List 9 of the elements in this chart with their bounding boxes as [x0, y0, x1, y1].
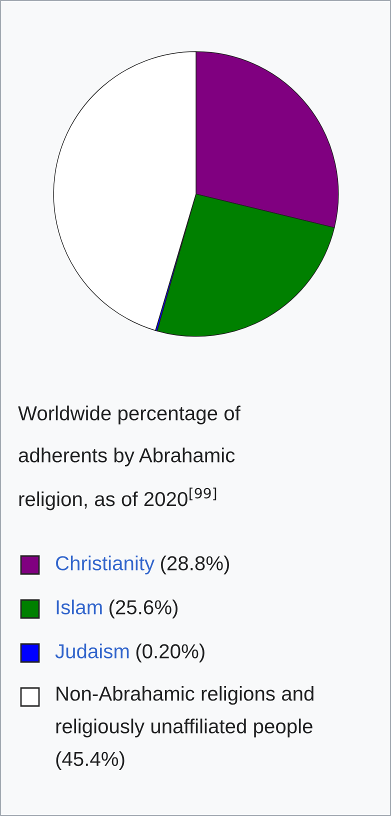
- chart-title: Worldwide percentage of adherents by Abrahamic religion, as of 2020$^{[99]}$: [18, 406, 240, 510]
- data-label: (25.6%): [110, 600, 178, 618]
- data-label: (28.8%): [161, 556, 230, 574]
- legend-label: Islam: [56, 600, 102, 614]
- legend-label: Judaism: [55, 644, 129, 658]
- data-label: (0.20%): [136, 644, 204, 662]
- data-label: (45.4%): [56, 751, 124, 770]
- legend-label: Non-Abrahamic religions and religiously unaffiliated people: [56, 686, 314, 738]
- legend-label: Christianity: [56, 556, 155, 574]
